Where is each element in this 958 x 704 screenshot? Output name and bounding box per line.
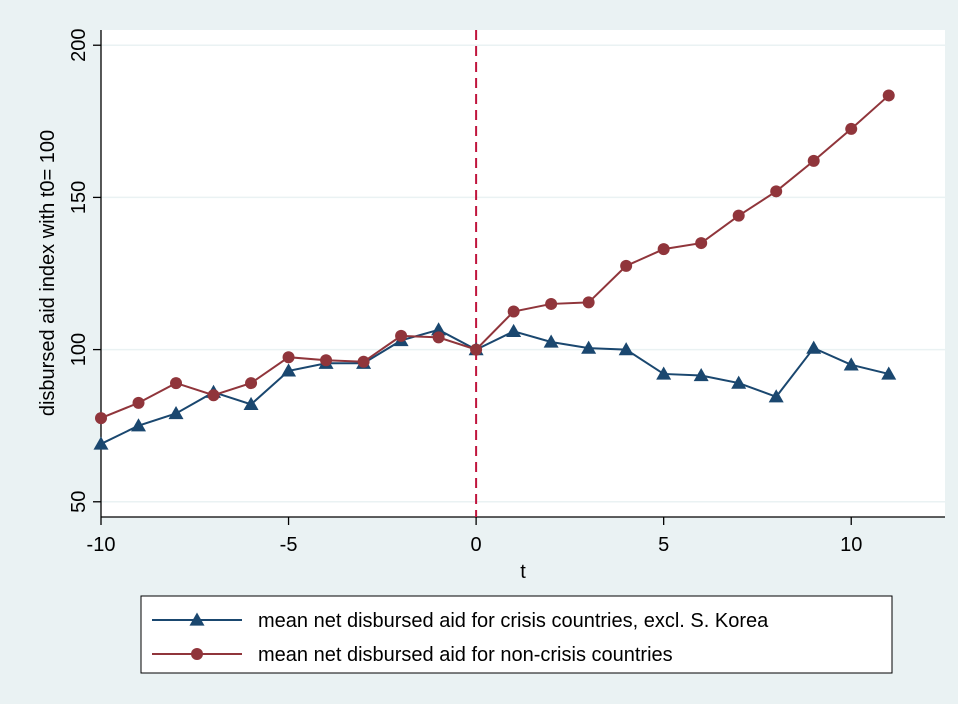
- x-axis-label: t: [520, 561, 526, 583]
- series-1-point: [431, 322, 447, 336]
- y-ticks: 50 100 150 200: [68, 29, 101, 513]
- legend-label-2: mean net disbursed aid for non-crisis co…: [258, 644, 673, 666]
- series-1-point: [806, 340, 822, 354]
- x-tick-label: 10: [840, 534, 862, 556]
- series-2-point: [357, 355, 370, 368]
- series-2-point: [770, 185, 783, 198]
- series-1-point: [731, 375, 747, 389]
- series-1-point: [543, 334, 559, 348]
- legend-box: [140, 595, 893, 674]
- series-2-point: [882, 89, 895, 102]
- series-2-point: [620, 259, 633, 272]
- series-1-point: [281, 363, 297, 377]
- series-2-point: [170, 377, 183, 390]
- y-tick-label: 100: [68, 333, 90, 366]
- series-1-point: [93, 436, 109, 450]
- legend-marker-1: [189, 612, 205, 626]
- series-1-point: [656, 366, 672, 380]
- y-tick-label: 50: [68, 491, 90, 513]
- series-1-point: [881, 366, 897, 380]
- x-tick-label: -10: [87, 534, 116, 556]
- series-1-point: [506, 323, 522, 337]
- series-2-point: [207, 389, 220, 402]
- series-2-point: [507, 305, 520, 318]
- legend-label-1: mean net disbursed aid for crisis countr…: [258, 610, 769, 632]
- series-2-point: [95, 412, 107, 425]
- series-1-point: [168, 406, 184, 420]
- grid-lines: [101, 44, 945, 503]
- series-2-line: [100, 94, 890, 420]
- x-ticks: -10 -5 0 5 10: [87, 517, 862, 556]
- y-tick-label: 150: [68, 181, 90, 214]
- axes: [100, 30, 945, 518]
- series-2-point: [657, 243, 670, 256]
- series-2: [95, 89, 895, 425]
- x-tick-label: 0: [471, 534, 482, 556]
- series-1-point: [618, 342, 634, 356]
- series-2-point: [545, 297, 558, 310]
- series-2-point: [732, 209, 745, 222]
- series-group: [93, 89, 897, 450]
- series-2-point: [320, 354, 333, 367]
- y-tick-label: 200: [68, 29, 90, 62]
- plot-area: [101, 30, 945, 517]
- series-2-point: [132, 396, 145, 409]
- series-1-line: [100, 328, 889, 445]
- series-2-point: [282, 351, 295, 364]
- legend: mean net disbursed aid for crisis countr…: [140, 595, 893, 674]
- series-2-point: [432, 331, 445, 344]
- x-tick-label: -5: [280, 534, 298, 556]
- series-1-point: [243, 396, 259, 411]
- series-1-point: [843, 357, 859, 371]
- series-2-point: [807, 154, 820, 167]
- series-2-point: [245, 377, 258, 390]
- series-2-point: [395, 329, 408, 342]
- series-2-point: [582, 296, 595, 309]
- series-1-point: [693, 367, 709, 382]
- y-axis-label: disbursed aid index with t0= 100: [37, 130, 59, 416]
- x-tick-label: 5: [658, 534, 669, 556]
- series-2-point: [470, 343, 483, 356]
- series-1-point: [768, 389, 784, 403]
- series-2-point: [695, 237, 708, 250]
- series-2-point: [845, 122, 858, 135]
- legend-marker-2: [191, 648, 203, 660]
- legend-items: mean net disbursed aid for crisis countr…: [152, 610, 769, 666]
- series-1-point: [581, 340, 597, 354]
- series-1-point: [131, 418, 147, 432]
